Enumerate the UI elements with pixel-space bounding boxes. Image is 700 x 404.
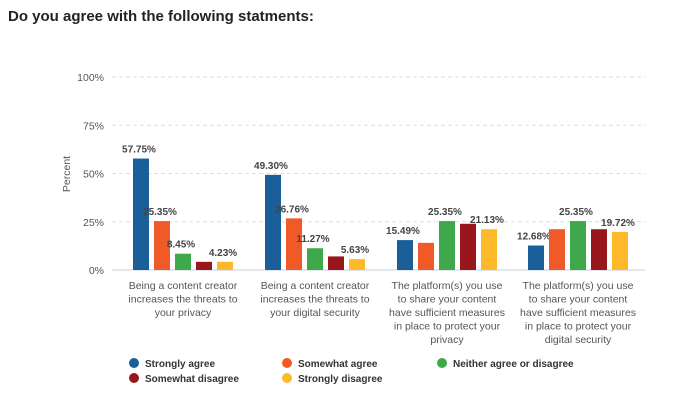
bar <box>286 218 302 270</box>
category-label: have sufficient measures <box>520 307 636 319</box>
category-label: The platform(s) you use <box>392 280 503 292</box>
bar <box>397 240 413 270</box>
legend-label: Somewhat agree <box>298 359 378 370</box>
legend-marker <box>129 373 139 383</box>
legend-marker <box>437 358 447 368</box>
legend-marker <box>282 358 292 368</box>
bar <box>328 256 344 270</box>
data-label: 57.75% <box>122 145 156 156</box>
category-label: your privacy <box>155 307 212 319</box>
data-label: 25.35% <box>428 207 462 218</box>
bar <box>349 259 365 270</box>
category-label: to share your content <box>529 294 628 306</box>
legend-label: Strongly agree <box>145 359 215 370</box>
data-label: 25.35% <box>143 207 177 218</box>
bar <box>217 261 233 270</box>
bar <box>175 253 191 270</box>
category-label: have sufficient measures <box>389 307 505 319</box>
bar <box>196 261 212 270</box>
bar <box>133 158 149 270</box>
data-label: 49.30% <box>254 161 288 172</box>
y-tick-label: 0% <box>89 265 104 277</box>
legend-marker <box>129 358 139 368</box>
y-tick-label: 75% <box>83 120 104 132</box>
legend-label: Strongly disagree <box>298 374 383 385</box>
data-label: 15.49% <box>386 226 420 237</box>
bar <box>612 231 628 270</box>
y-tick-label: 25% <box>83 217 104 229</box>
bar <box>439 221 455 270</box>
data-label: 8.45% <box>167 240 195 251</box>
data-label: 21.13% <box>470 215 504 226</box>
data-label: 4.23% <box>209 248 237 259</box>
category-label: Being a content creator <box>261 280 370 292</box>
bar <box>154 221 170 270</box>
bar <box>528 245 544 270</box>
data-label: 26.76% <box>275 204 309 215</box>
data-label: 5.63% <box>341 245 369 256</box>
category-label: increases the threats to <box>128 294 237 306</box>
y-tick-label: 100% <box>77 72 104 84</box>
chart-title: Do you agree with the following statment… <box>8 8 314 25</box>
y-tick-label: 50% <box>83 169 104 181</box>
category-label: The platform(s) you use <box>523 280 634 292</box>
category-label: digital security <box>545 334 612 346</box>
legend-label: Neither agree or disagree <box>453 359 574 370</box>
bar <box>460 223 476 270</box>
category-label: Being a content creator <box>129 280 238 292</box>
category-label: your digital security <box>270 307 361 319</box>
legend-label: Somewhat disagree <box>145 374 239 385</box>
category-label: privacy <box>430 334 464 346</box>
data-label: 11.27% <box>296 234 329 245</box>
category-label: in place to protect your <box>394 321 501 333</box>
category-label: in place to protect your <box>525 321 632 333</box>
category-label: increases the threats to <box>260 294 369 306</box>
bar <box>549 229 565 270</box>
category-label: to share your content <box>398 294 497 306</box>
legend-marker <box>282 373 292 383</box>
data-label: 12.68% <box>517 232 551 243</box>
data-label: 25.35% <box>559 207 593 218</box>
bar <box>265 174 281 270</box>
y-axis-label: Percent <box>61 156 73 192</box>
bar <box>307 248 323 270</box>
bar <box>570 221 586 270</box>
bar <box>418 242 434 270</box>
data-label: 19.72% <box>601 218 635 229</box>
bar <box>591 229 607 270</box>
bar <box>481 229 497 270</box>
